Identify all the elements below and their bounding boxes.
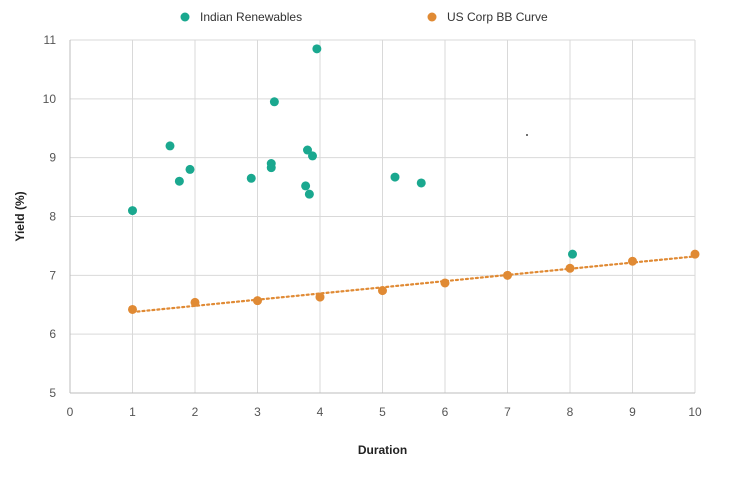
- trendline: [131, 255, 697, 314]
- indian-renewables-point[interactable]: [416, 178, 426, 188]
- indian-renewables-point[interactable]: [390, 172, 400, 182]
- legend-item-indian-renewables[interactable]: Indian Renewables: [180, 10, 303, 24]
- x-tick-label: 3: [254, 405, 261, 419]
- indian-renewables-point[interactable]: [301, 181, 311, 191]
- x-axis-title: Duration: [358, 443, 407, 457]
- y-tick-label: 10: [43, 92, 57, 106]
- x-tick-label: 10: [688, 405, 702, 419]
- indian-renewables-point[interactable]: [568, 249, 577, 259]
- grid-lines: [70, 39, 696, 393]
- indian-renewables-point[interactable]: [174, 176, 184, 186]
- legend-item-us-corp-bb-curve[interactable]: US Corp BB Curve: [427, 10, 549, 24]
- us-corp-bb-point[interactable]: [690, 249, 700, 259]
- y-tick-label: 5: [49, 386, 56, 400]
- x-tick-label: 8: [567, 405, 574, 419]
- us-corp-bb-point[interactable]: [565, 263, 575, 273]
- y-tick-labels: 5 6 7 8 9 10 11: [43, 33, 57, 400]
- us-corp-bb-point[interactable]: [315, 292, 325, 302]
- us-corp-bb-point[interactable]: [378, 286, 387, 296]
- data-points: [128, 44, 700, 314]
- legend: Indian Renewables US Corp BB Curve: [180, 10, 549, 24]
- indian-renewables-point[interactable]: [246, 173, 256, 183]
- x-tick-label: 5: [379, 405, 386, 419]
- trendlines: [131, 255, 697, 314]
- x-tick-label: 2: [192, 405, 199, 419]
- legend-label-us-corp-bb-curve: US Corp BB Curve: [447, 10, 548, 24]
- indian-renewables-point[interactable]: [304, 189, 314, 199]
- y-tick-label: 7: [49, 268, 56, 282]
- indian-renewables-point[interactable]: [266, 163, 276, 173]
- x-tick-label: 0: [67, 405, 74, 419]
- indian-renewables-point[interactable]: [128, 206, 137, 216]
- x-tick-label: 6: [442, 405, 449, 419]
- legend-marker-indian-renewables: [180, 12, 190, 22]
- x-tick-label: 9: [629, 405, 636, 419]
- x-tick-labels: 0 1 2 3 4 5 6 7 8 9 10: [67, 405, 702, 419]
- us-corp-bb-point[interactable]: [128, 304, 137, 314]
- us-corp-bb-point[interactable]: [253, 296, 262, 306]
- y-tick-label: 6: [49, 327, 56, 341]
- us-corp-bb-point[interactable]: [628, 256, 637, 266]
- legend-marker-us-corp-bb-curve: [427, 12, 437, 22]
- x-tick-label: 4: [317, 405, 324, 419]
- indian-renewables-point[interactable]: [303, 145, 312, 155]
- stray-dot: [526, 134, 528, 136]
- us-corp-bb-point[interactable]: [503, 270, 512, 280]
- x-tick-label: 1: [129, 405, 136, 419]
- us-corp-bb-point[interactable]: [190, 297, 200, 307]
- indian-renewables-point[interactable]: [308, 151, 317, 161]
- legend-label-indian-renewables: Indian Renewables: [200, 10, 302, 24]
- y-axis-title: Yield (%): [13, 191, 27, 241]
- us-corp-bb-point[interactable]: [440, 278, 450, 288]
- x-tick-label: 7: [504, 405, 511, 419]
- axes: [69, 40, 695, 394]
- indian-renewables-point[interactable]: [185, 164, 195, 174]
- indian-renewables-point[interactable]: [269, 97, 279, 107]
- y-tick-label: 8: [49, 210, 56, 224]
- indian-renewables-point[interactable]: [312, 44, 322, 54]
- y-tick-label: 11: [44, 33, 57, 47]
- y-tick-label: 9: [49, 151, 56, 165]
- indian-renewables-point[interactable]: [165, 141, 175, 151]
